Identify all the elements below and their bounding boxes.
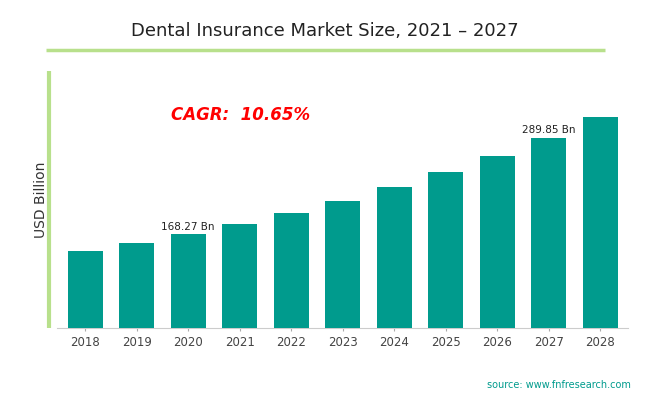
Bar	[325, 201, 360, 328]
Bar	[222, 224, 257, 328]
Bar	[531, 138, 566, 328]
Bar	[428, 172, 463, 328]
Text: CAGR:  10.65%: CAGR: 10.65%	[171, 106, 310, 124]
Bar	[480, 156, 515, 328]
Bar	[119, 243, 154, 328]
Text: 289.85 Bn: 289.85 Bn	[522, 125, 575, 135]
Text: source: www.fnfresearch.com: source: www.fnfresearch.com	[487, 380, 630, 390]
Bar	[68, 251, 103, 328]
Text: 168.27 Bn: 168.27 Bn	[161, 222, 215, 232]
Text: Dental Insurance Market Size, 2021 – 2027: Dental Insurance Market Size, 2021 – 202…	[131, 22, 519, 40]
Bar	[376, 187, 411, 328]
Bar	[582, 117, 617, 328]
Bar	[274, 213, 309, 328]
Y-axis label: USD Billion: USD Billion	[34, 161, 49, 238]
Bar	[171, 234, 205, 328]
